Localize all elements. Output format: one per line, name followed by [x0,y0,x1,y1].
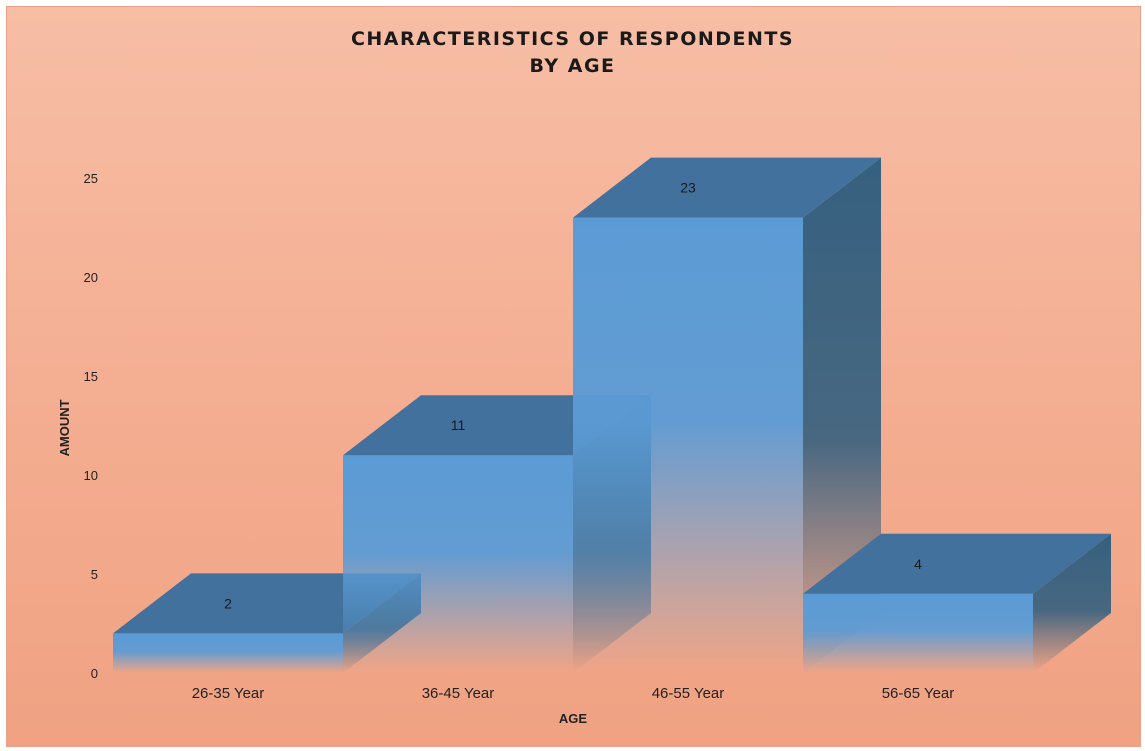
chart-subtitle-line: BY AGE [529,55,616,77]
bar-side-face [1033,533,1111,673]
data-label: 23 [680,180,696,196]
bar-top-face [803,533,1111,594]
y-tick-label: 15 [84,369,98,384]
y-tick-label: 10 [84,468,98,483]
y-tick-label: 5 [91,567,98,582]
chart-title-line: CHARACTERISTICS OF RESPONDENTS [350,28,795,50]
y-tick-label: 20 [84,270,98,285]
y-axis-title: AMOUNT [57,399,72,456]
bar-56-65 Year: 4 [803,533,1111,673]
data-label: 4 [914,556,922,572]
x-category-label: 56-65 Year [882,685,955,702]
bar-46-55 Year: 23 [573,157,881,674]
y-axis-ticks: 0 5 10 15 20 25 [84,171,98,681]
bar-front-face [113,633,343,673]
bar-front-face [803,593,1033,673]
x-axis-categories: 26-35 Year 36-45 Year 46-55 Year 56-65 Year [192,685,955,702]
x-category-label: 36-45 Year [422,685,495,702]
data-label: 2 [224,595,232,611]
bar-side-face [803,157,881,674]
x-category-label: 46-55 Year [652,685,725,702]
x-axis-title: AGE [559,711,588,726]
data-label: 11 [451,417,466,433]
y-tick-label: 0 [91,666,98,681]
chart-title: CHARACTERISTICS OF RESPONDENTS BY AGE [0,26,1145,80]
bar-front-face [573,217,803,673]
bar-top-face [573,157,881,218]
bars-layer: 2 11 23 4 [113,157,1111,674]
y-tick-label: 25 [84,171,98,186]
bar-front-face [343,455,573,673]
x-category-label: 26-35 Year [192,685,265,702]
